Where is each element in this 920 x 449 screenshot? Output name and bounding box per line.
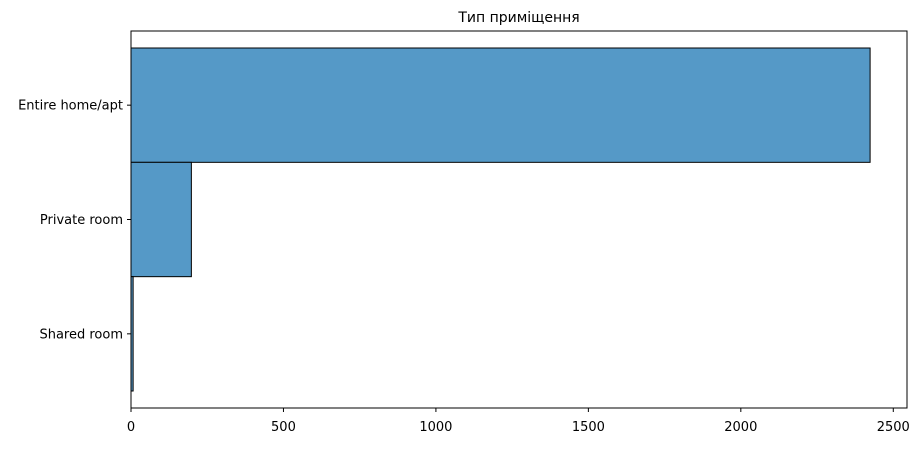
- x-tick-label: 0: [127, 420, 135, 435]
- chart-title: Тип приміщення: [457, 10, 579, 26]
- y-tick-label: Entire home/apt: [18, 99, 123, 114]
- bars: [130, 47, 871, 392]
- bar-private-room: [130, 161, 192, 278]
- x-tick-label: 1000: [419, 420, 452, 435]
- plot-frame: [130, 30, 908, 409]
- x-tick-label: 2000: [724, 420, 757, 435]
- bar-entire-home-apt: [130, 47, 871, 163]
- y-tick-label: Shared room: [39, 327, 123, 342]
- x-tick-label: 2500: [877, 420, 910, 435]
- x-tick-label: 500: [271, 420, 296, 435]
- y-axis: Entire home/apt Private room Shared room: [18, 99, 131, 342]
- x-axis: 0 500 1000 1500 2000 2500: [127, 408, 910, 435]
- x-tick-label: 1500: [572, 420, 605, 435]
- y-tick-label: Private room: [40, 213, 123, 228]
